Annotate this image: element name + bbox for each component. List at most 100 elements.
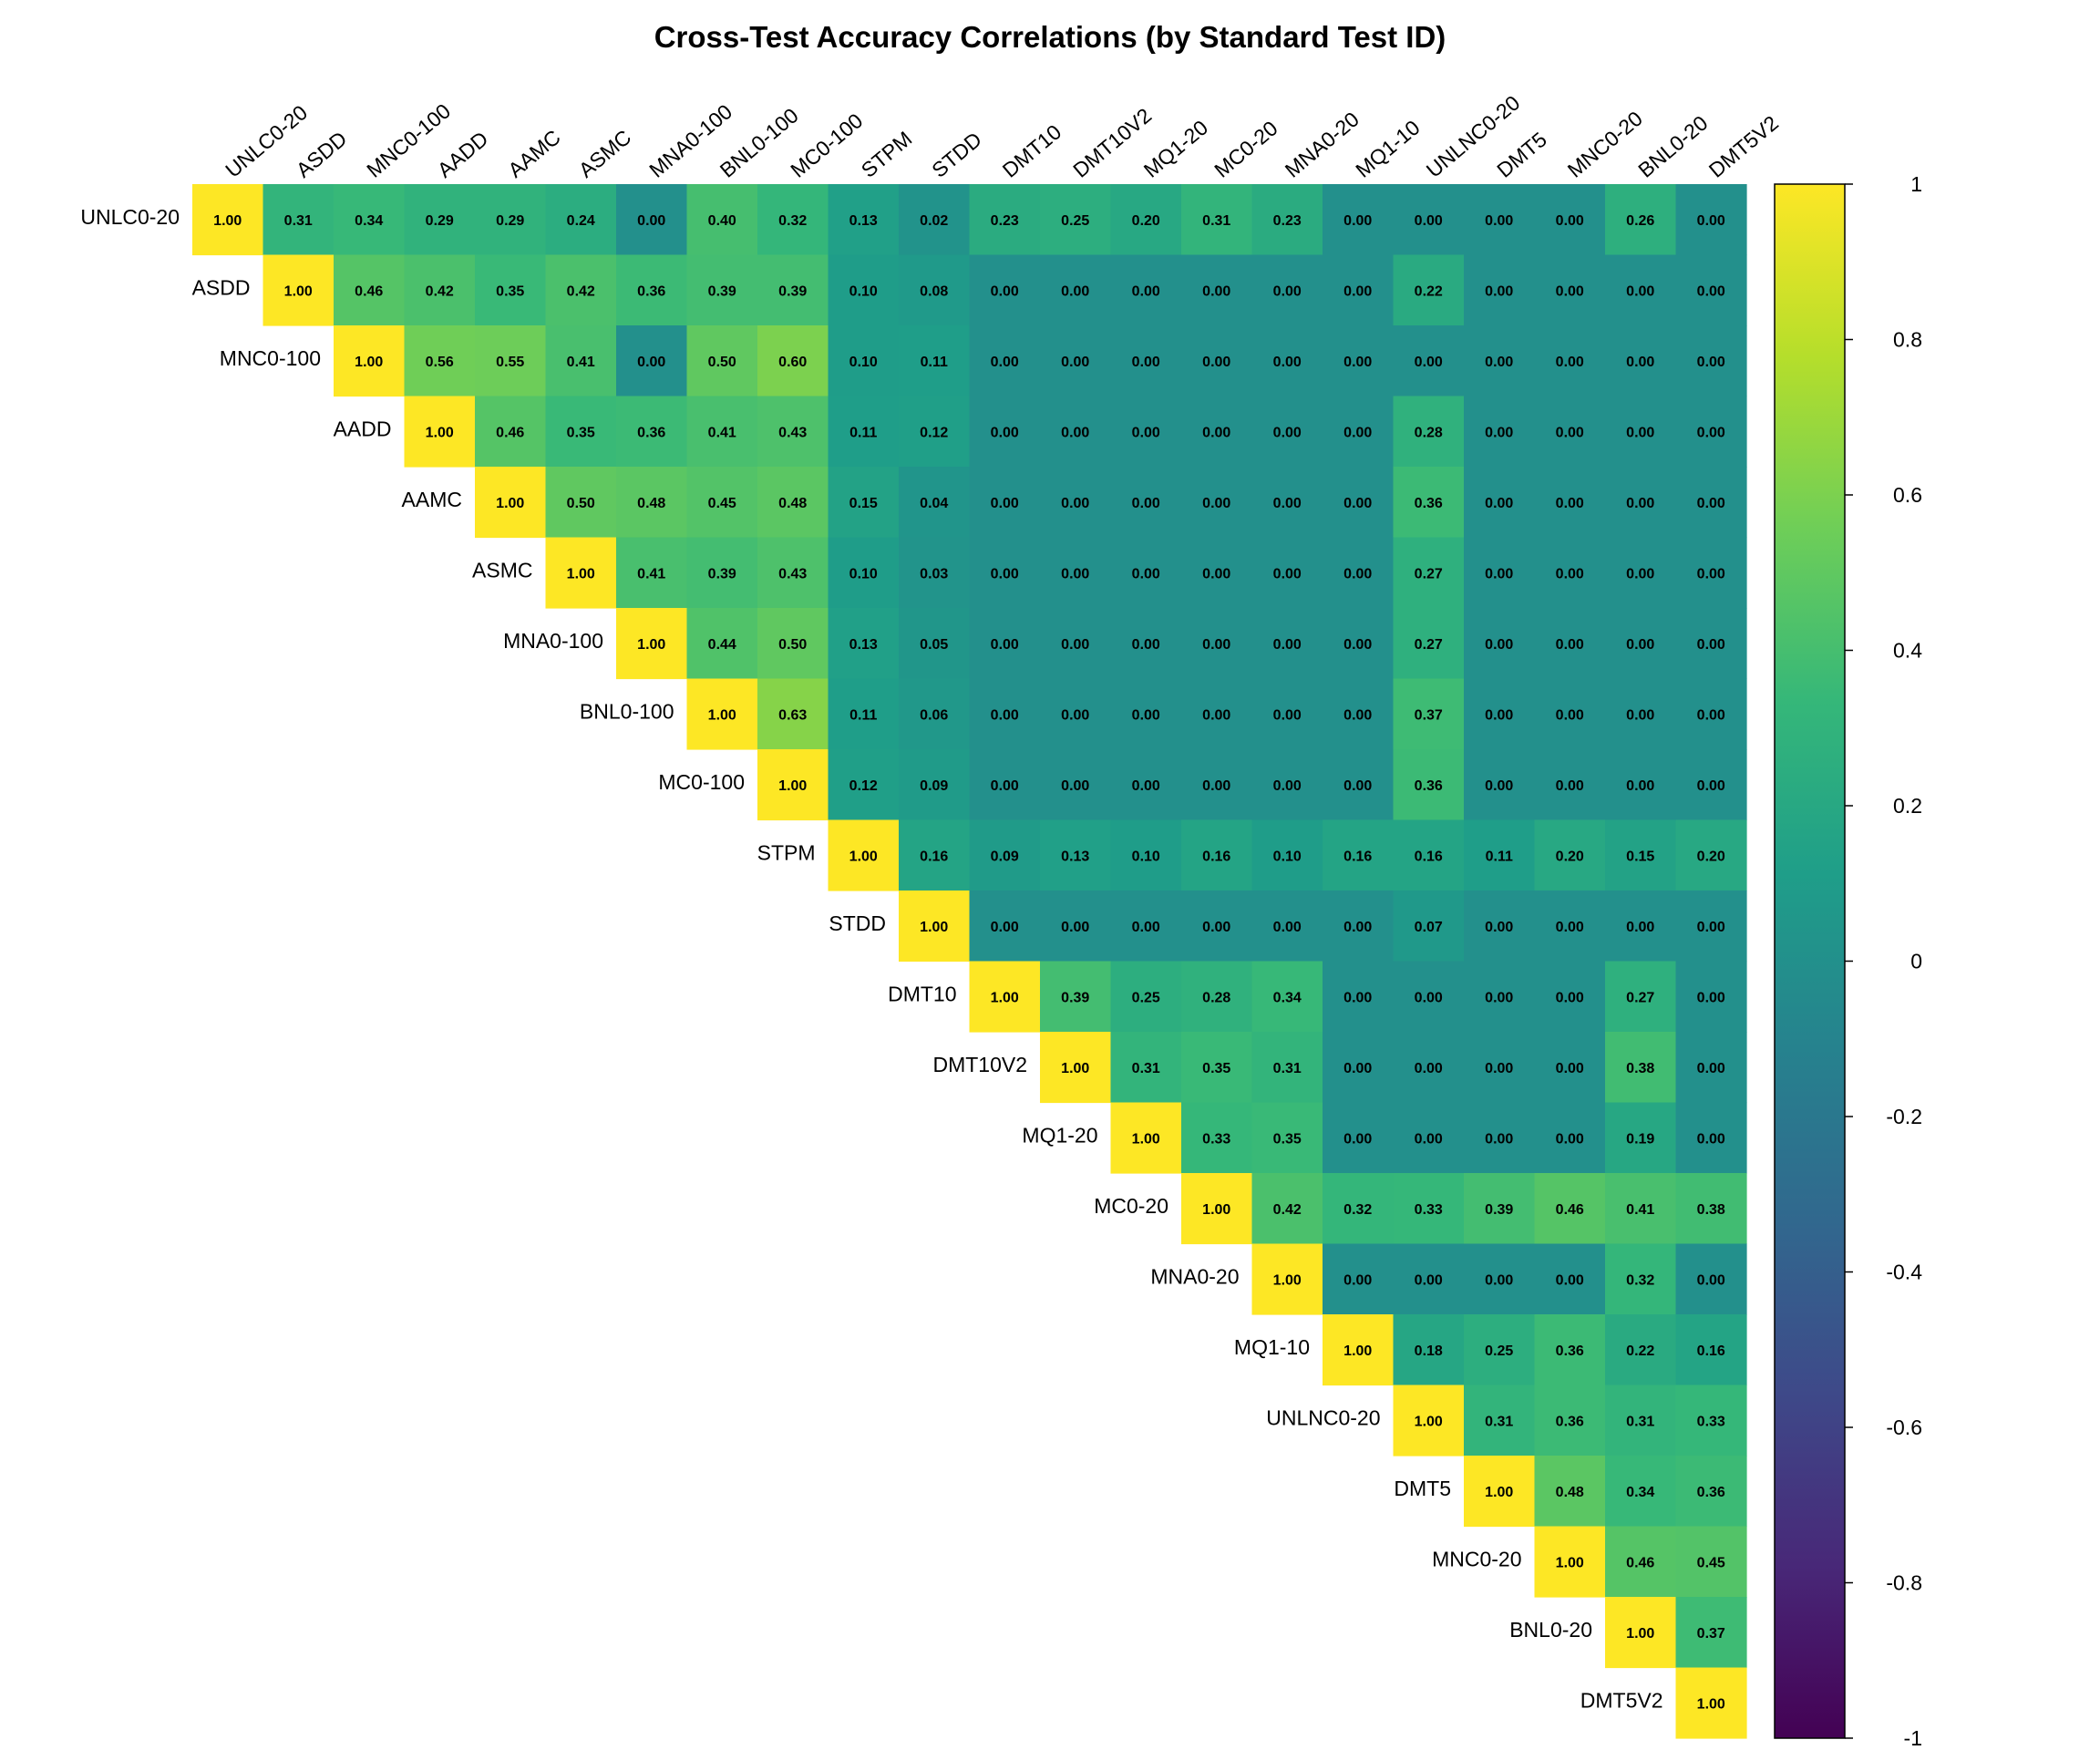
heatmap-cell [1323, 184, 1395, 256]
cell-value-label: 0.31 [1202, 213, 1230, 229]
cell-value-label: 0.29 [426, 213, 454, 229]
cell-value-label: 0.00 [1485, 496, 1513, 511]
heatmap-cell [1534, 1102, 1606, 1174]
cell-value-label: 0.11 [849, 425, 877, 440]
heatmap-cell [1464, 1314, 1536, 1386]
row-label: UNLC0-20 [80, 205, 180, 229]
cell-value-label: 0.09 [991, 849, 1019, 864]
heatmap-cell [1675, 396, 1747, 468]
heatmap-cell [1040, 396, 1112, 468]
heatmap-cell [1605, 1385, 1677, 1457]
heatmap-cell [1393, 467, 1465, 539]
cell-value-label: 0.00 [991, 283, 1019, 299]
column-label: ASDD [292, 127, 352, 182]
cell-value-label: 0.00 [1132, 920, 1160, 935]
cell-value-label: 0.00 [1202, 920, 1230, 935]
cell-value-label: 0.00 [1485, 425, 1513, 440]
heatmap-cell [1675, 749, 1747, 821]
column-label: AAMC [503, 125, 565, 182]
column-label: STPM [857, 127, 917, 182]
heatmap-cell [1675, 467, 1747, 539]
cell-value-label: 1.00 [567, 566, 595, 582]
cell-value-label: 0.00 [1485, 566, 1513, 582]
cell-value-label: 0.00 [1273, 920, 1302, 935]
column-label: DMT10 [998, 119, 1065, 181]
cell-value-label: 0.00 [1061, 707, 1089, 723]
cell-value-label: 0.00 [1697, 566, 1725, 582]
colorbar-tick-label: 0.2 [1893, 794, 1922, 818]
cell-value-label: 0.36 [1556, 1414, 1584, 1429]
heatmap-cell [969, 325, 1041, 397]
heatmap-cell [969, 749, 1041, 821]
cell-value-label: 0.00 [1697, 1131, 1725, 1147]
cell-value-label: 1.00 [1202, 1202, 1230, 1218]
cell-value-label: 0.00 [1626, 566, 1654, 582]
cell-value-label: 0.20 [1556, 849, 1584, 864]
cell-value-label: 1.00 [284, 283, 313, 299]
heatmap-cell [1534, 1385, 1606, 1457]
heatmap-cell [404, 184, 476, 256]
cell-value-label: 0.24 [567, 213, 595, 229]
heatmap-cell [1393, 678, 1465, 750]
cell-value-label: 0.38 [1626, 1061, 1654, 1076]
cell-value-label: 0.12 [920, 425, 948, 440]
heatmap-cell [1393, 537, 1465, 609]
cell-value-label: 0.44 [708, 637, 736, 653]
cell-value-label: 0.00 [1415, 1272, 1443, 1288]
colorbar-tick-label: -0.2 [1886, 1105, 1922, 1128]
colorbar-tick-label: 0.8 [1893, 328, 1922, 352]
cell-value-label: 0.26 [1626, 213, 1654, 229]
cell-value-label: 0.00 [637, 213, 665, 229]
cell-value-label: 0.00 [1343, 637, 1372, 653]
heatmap-cell [1675, 537, 1747, 609]
heatmap-cell [1393, 1385, 1465, 1457]
heatmap-cell [686, 325, 758, 397]
cell-value-label: 0.00 [1132, 283, 1160, 299]
heatmap-cell [1393, 184, 1465, 256]
cell-value-label: 0.00 [1061, 920, 1089, 935]
heatmap-cell [1251, 961, 1323, 1033]
heatmap-cell [1534, 537, 1606, 609]
heatmap-cell [475, 325, 547, 397]
cell-value-label: 0.00 [1485, 990, 1513, 1005]
row-label: ASDD [192, 276, 251, 300]
heatmap-cell [1605, 1032, 1677, 1104]
cell-value-label: 0.00 [1273, 778, 1302, 794]
heatmap-cell [1605, 467, 1677, 539]
row-label: MC0-100 [658, 770, 745, 794]
cell-value-label: 0.00 [1485, 637, 1513, 653]
heatmap-cell [262, 184, 335, 256]
cell-value-label: 0.08 [920, 283, 948, 299]
cell-value-label: 0.32 [1626, 1272, 1654, 1288]
cell-value-label: 0.00 [637, 355, 665, 370]
heatmap-cell [1534, 184, 1606, 256]
heatmap-cell [757, 184, 829, 256]
colorbar-tick-label: 0.4 [1893, 639, 1922, 663]
cell-value-label: 0.10 [849, 283, 878, 299]
heatmap-cell [1251, 608, 1323, 680]
cell-value-label: 0.12 [849, 778, 878, 794]
heatmap-cell [899, 890, 971, 962]
heatmap-cell [828, 325, 900, 397]
heatmap-cell [545, 254, 617, 326]
cell-value-label: 0.16 [1343, 849, 1372, 864]
cell-value-label: 1.00 [1626, 1626, 1654, 1642]
cell-value-label: 0.25 [1132, 990, 1160, 1005]
cell-value-label: 0.00 [1202, 566, 1230, 582]
cell-value-label: 1.00 [355, 355, 383, 370]
colorbar-tick-label: -1 [1904, 1726, 1922, 1750]
cell-value-label: 1.00 [1697, 1696, 1725, 1712]
cell-value-label: 0.00 [1273, 355, 1302, 370]
heatmap-cell [1605, 254, 1677, 326]
cell-value-label: 0.00 [1556, 707, 1584, 723]
heatmap-cell [1605, 819, 1677, 891]
cell-value-label: 0.02 [920, 213, 948, 229]
heatmap-cell [1675, 325, 1747, 397]
cell-value-label: 0.39 [708, 283, 736, 299]
heatmap-cell [1110, 467, 1182, 539]
heatmap-cell [686, 678, 758, 750]
colorbar-tick-label: -0.8 [1886, 1571, 1922, 1595]
colorbar-tick-label: 0 [1910, 950, 1922, 973]
cell-value-label: 1.00 [1415, 1414, 1443, 1429]
cell-value-label: 0.48 [637, 496, 665, 511]
